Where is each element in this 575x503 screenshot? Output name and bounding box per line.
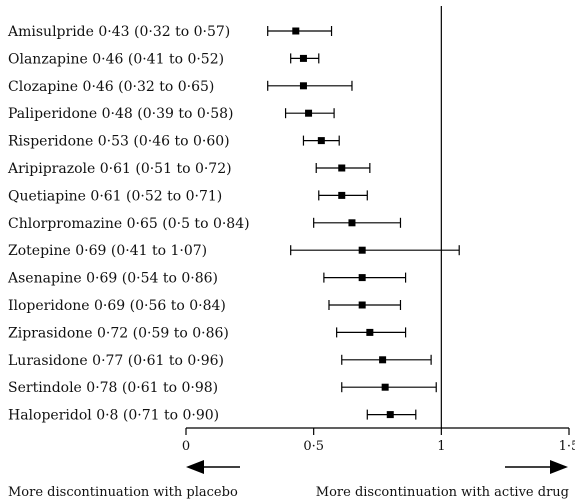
forest-row: Olanzapine 0·46 (0·41 to 0·52)	[8, 51, 320, 67]
forest-row: Iloperidone 0·69 (0·56 to 0·84)	[8, 298, 402, 314]
point-estimate	[366, 328, 374, 336]
forest-row: Sertindole 0·78 (0·61 to 0·98)	[8, 380, 437, 396]
point-estimate	[358, 246, 366, 254]
point-estimate	[338, 191, 346, 199]
point-estimate	[386, 411, 394, 419]
rows-layer: Amisulpride 0·43 (0·32 to 0·57) Olanzapin…	[7, 24, 460, 424]
point-estimate	[317, 137, 325, 145]
right-arrow-head	[550, 460, 568, 474]
row-label: Ziprasidone 0·72 (0·59 to 0·86)	[8, 325, 229, 341]
point-estimate	[358, 301, 366, 309]
row-label: Risperidone 0·53 (0·46 to 0·60)	[8, 134, 230, 150]
point-estimate	[299, 54, 307, 62]
x-axis-ticks: 0 0·5 1 1·5	[182, 428, 575, 454]
forest-row: Zotepine 0·69 (0·41 to 1·07)	[8, 243, 460, 259]
row-label: Lurasidone 0·77 (0·61 to 0·96)	[8, 353, 224, 369]
point-estimate	[305, 109, 313, 117]
point-estimate	[299, 82, 307, 90]
row-label: Asenapine 0·69 (0·54 to 0·86)	[7, 271, 218, 287]
x-tick-label: 1·5	[559, 439, 575, 454]
x-tick-label: 0	[182, 439, 190, 454]
row-label: Zotepine 0·69 (0·41 to 1·07)	[8, 243, 207, 259]
forest-row: Haloperidol 0·8 (0·71 to 0·90)	[8, 408, 417, 424]
forest-row: Ziprasidone 0·72 (0·59 to 0·86)	[8, 325, 407, 341]
forest-row: Aripiprazole 0·61 (0·51 to 0·72)	[7, 161, 371, 177]
x-tick-label: 0·5	[303, 439, 324, 454]
left-arrow-head	[186, 460, 204, 474]
point-estimate	[358, 274, 366, 282]
row-label: Clozapine 0·46 (0·32 to 0·65)	[8, 79, 214, 95]
forest-row: Risperidone 0·53 (0·46 to 0·60)	[8, 134, 340, 150]
point-estimate	[292, 27, 300, 35]
x-tick-label: 1	[437, 439, 445, 454]
point-estimate	[338, 164, 346, 172]
row-label: Paliperidone 0·48 (0·39 to 0·58)	[8, 106, 234, 122]
row-label: Sertindole 0·78 (0·61 to 0·98)	[8, 380, 218, 396]
row-label: Aripiprazole 0·61 (0·51 to 0·72)	[7, 161, 232, 177]
forest-row: Asenapine 0·69 (0·54 to 0·86)	[7, 271, 407, 287]
row-label: Haloperidol 0·8 (0·71 to 0·90)	[8, 408, 219, 424]
right-annotation: More discontinuation with active drug	[316, 485, 569, 500]
point-estimate	[348, 219, 356, 227]
row-label: Iloperidone 0·69 (0·56 to 0·84)	[8, 298, 226, 314]
forest-row: Lurasidone 0·77 (0·61 to 0·96)	[8, 353, 432, 369]
forest-row: Clozapine 0·46 (0·32 to 0·65)	[8, 79, 353, 95]
row-label: Olanzapine 0·46 (0·41 to 0·52)	[8, 51, 224, 67]
row-label: Amisulpride 0·43 (0·32 to 0·57)	[7, 24, 230, 40]
row-label: Chlorpromazine 0·65 (0·5 to 0·84)	[8, 216, 250, 232]
forest-row: Chlorpromazine 0·65 (0·5 to 0·84)	[8, 216, 402, 232]
row-label: Quetiapine 0·61 (0·52 to 0·71)	[8, 188, 222, 204]
forest-row: Amisulpride 0·43 (0·32 to 0·57)	[7, 24, 333, 40]
left-annotation: More discontinuation with placebo	[8, 485, 238, 500]
point-estimate	[381, 383, 389, 391]
point-estimate	[379, 356, 387, 364]
forest-row: Quetiapine 0·61 (0·52 to 0·71)	[8, 188, 368, 204]
forest-row: Paliperidone 0·48 (0·39 to 0·58)	[8, 106, 335, 122]
